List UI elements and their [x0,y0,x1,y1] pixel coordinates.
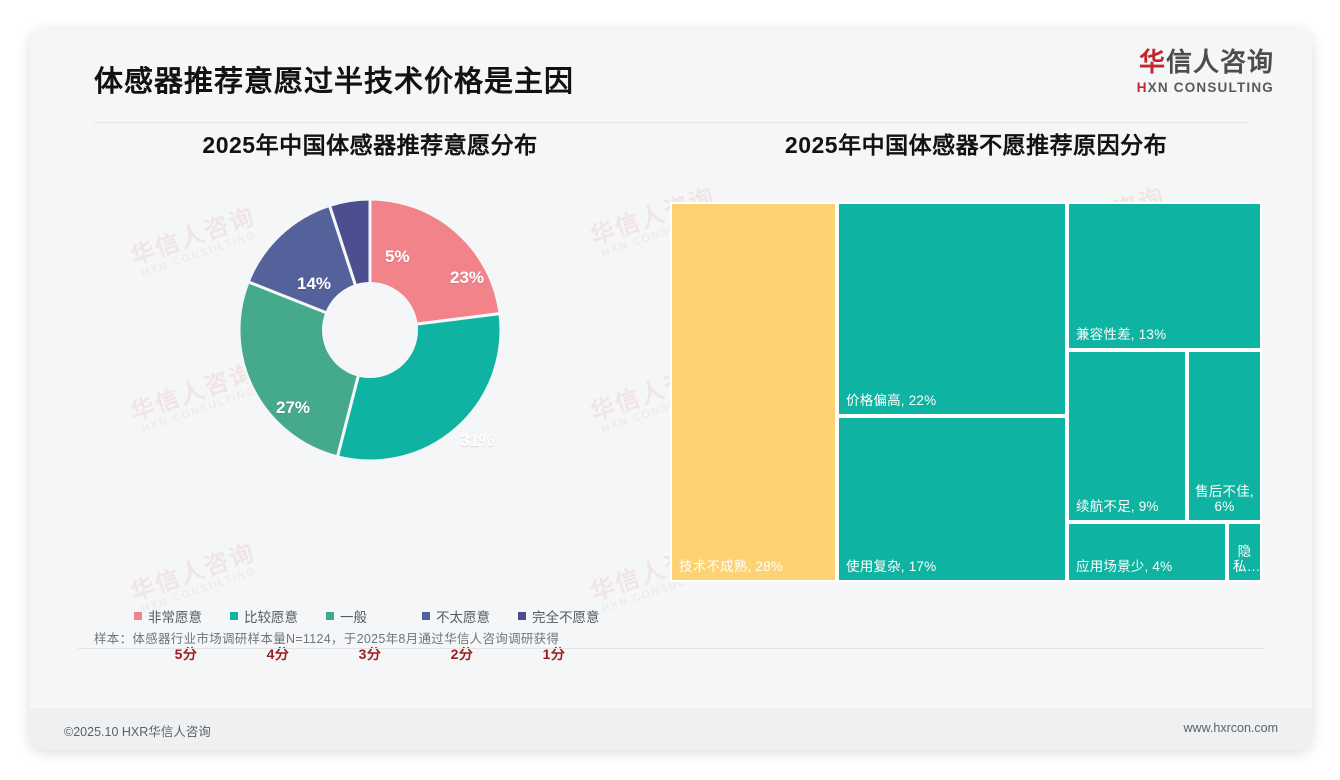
legend-swatch-icon [326,612,334,620]
donut-chart-panel: 2025年中国体感器推荐意愿分布 23% 31% 27% 14% 5% 非 [70,126,670,662]
legend-label: 比较愿意 [244,610,298,625]
legend-swatch-icon [518,612,526,620]
logo-cn-rest: 信人咨询 [1165,47,1274,77]
donut-label-4: 5% [385,247,410,266]
footer-bar: ©2025.10 HXR华信人咨询 www.hxrcon.com [30,708,1312,750]
treemap-chart: 技术不成熟, 28% 价格偏高, 22% 使用复杂, 17% 兼容性差, 13% [670,202,1262,582]
legend-item[interactable]: 不太愿意 [422,606,510,626]
legend-item[interactable]: 比较愿意 [230,606,318,626]
legend-label: 一般 [340,610,367,625]
donut-hole [322,282,418,378]
treemap-cell[interactable]: 应用场景少, 4% [1067,522,1227,582]
donut-label-2: 27% [276,398,311,417]
legend-item[interactable]: 完全不愿意 [518,606,606,626]
treemap-cell-label: 应用场景少, 4% [1076,558,1173,574]
legend-label: 非常愿意 [148,610,202,625]
treemap-chart-panel: 2025年中国体感器不愿推荐原因分布 技术不成熟, 28% 价格偏高, 22% … [670,126,1282,582]
legend-item[interactable]: 非常愿意 [134,606,222,626]
logo-en-accent: H [1136,79,1148,95]
logo-english: HXN CONSULTING [1137,80,1274,95]
footer-divider [78,648,1264,649]
treemap-cell[interactable]: 续航不足, 9% [1067,350,1187,522]
logo-chinese: 华信人咨询 [1137,48,1274,77]
legend-item[interactable]: 一般 [326,606,414,626]
logo-cn-accent: 华 [1138,47,1166,77]
treemap-cell-label: 隐私… [1233,543,1261,574]
treemap-cell[interactable]: 售后不佳, 6% [1187,350,1262,522]
sample-footnote: 样本：体感器行业市场调研样本量N=1124，于2025年8月通过华信人咨询调研获… [94,632,560,646]
treemap-cell[interactable]: 技术不成熟, 28% [670,202,837,582]
score-label: 3分 [358,646,382,662]
donut-label-3: 14% [297,274,332,293]
logo-en-rest: XN CONSULTING [1147,79,1274,95]
treemap-cell[interactable]: 隐私… [1227,522,1262,582]
legend-label: 完全不愿意 [532,610,600,625]
score-scale: 5分 4分 3分 2分 1分 [70,644,670,664]
donut-svg [237,197,503,463]
treemap-cell-label: 兼容性差, 13% [1076,326,1167,342]
legend-swatch-icon [134,612,142,620]
donut-chart: 23% 31% 27% 14% 5% [70,197,670,562]
treemap-cell-label: 使用复杂, 17% [846,558,937,574]
website-url[interactable]: www.hxrcon.com [1183,721,1278,735]
score-label: 5分 [174,646,198,662]
treemap-cell-label: 续航不足, 9% [1076,498,1159,514]
treemap-cell-label: 价格偏高, 22% [846,392,937,408]
legend-swatch-icon [230,612,238,620]
treemap-cell[interactable]: 价格偏高, 22% [837,202,1067,416]
treemap-cell[interactable]: 兼容性差, 13% [1067,202,1262,350]
donut-chart-title: 2025年中国体感器推荐意愿分布 [202,132,538,158]
donut-label-1: 31% [460,431,495,450]
brand-logo: 华信人咨询 HXN CONSULTING [1137,48,1274,95]
treemap-chart-title: 2025年中国体感器不愿推荐原因分布 [784,132,1168,158]
treemap-cell-label: 售后不佳, 6% [1195,483,1254,514]
header-divider [94,122,1249,123]
legend-label: 不太愿意 [436,610,490,625]
donut-label-0: 23% [450,268,485,287]
treemap-cell-label: 技术不成熟, 28% [679,558,784,574]
slide-card: 华信人咨询 HXN CONSULTING 华信人咨询 HXN CONSULTIN… [30,28,1312,750]
legend-swatch-icon [422,612,430,620]
page-title: 体感器推荐意愿过半技术价格是主因 [94,66,575,98]
score-label: 2分 [450,646,474,662]
header: 体感器推荐意愿过半技术价格是主因 华信人咨询 HXN CONSULTING [30,28,1312,126]
score-label: 1分 [542,646,566,662]
score-label: 4分 [266,646,290,662]
donut-legend: 非常愿意 比较愿意 一般 不太愿意 [70,606,670,626]
treemap-cell[interactable]: 使用复杂, 17% [837,416,1067,582]
copyright-text: ©2025.10 HXR华信人咨询 [64,725,211,739]
